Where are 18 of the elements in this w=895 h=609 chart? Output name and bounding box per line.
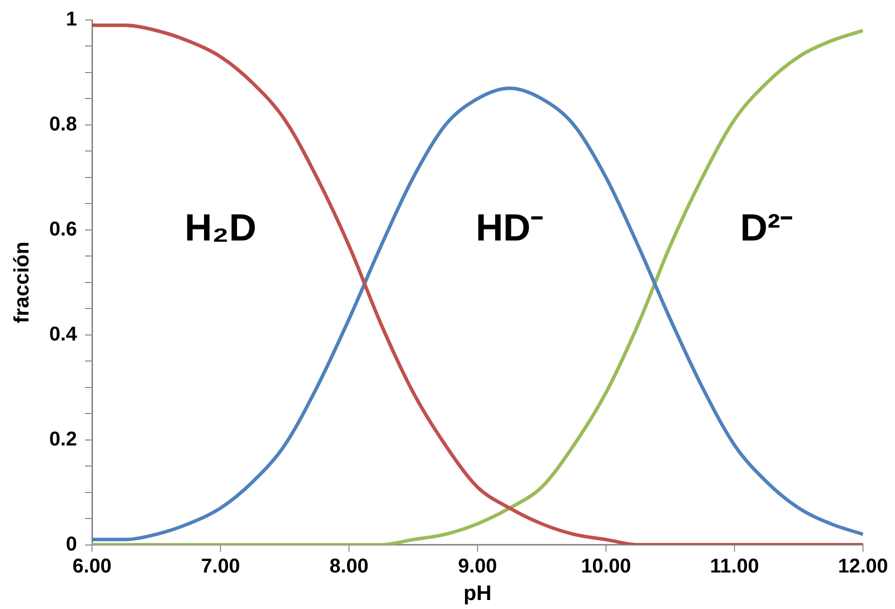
series-label: HD⁻	[476, 207, 544, 250]
series-label: D²⁻	[740, 207, 794, 250]
y-tick-label: 0.2	[49, 428, 78, 450]
y-tick-label: 0.4	[49, 323, 78, 346]
x-tick-label: 7.00	[201, 555, 240, 578]
y-tick-label: 1	[66, 8, 78, 31]
series-label: H₂D	[184, 207, 256, 250]
x-tick-label: 12.00	[838, 555, 888, 578]
y-tick-label: 0.8	[49, 113, 78, 136]
x-tick-label: 8.00	[330, 555, 368, 578]
y-tick-label: 0	[66, 533, 78, 556]
x-tick-label: 6.00	[72, 555, 112, 578]
x-axis-title: pH	[464, 582, 492, 606]
x-tick-label: 11.00	[710, 555, 759, 578]
x-tick-label: 10.00	[580, 555, 632, 578]
y-tick-label: 0.6	[49, 218, 78, 240]
x-tick-label: 9.00	[458, 555, 497, 578]
y-axis-title: fracción	[10, 242, 34, 324]
